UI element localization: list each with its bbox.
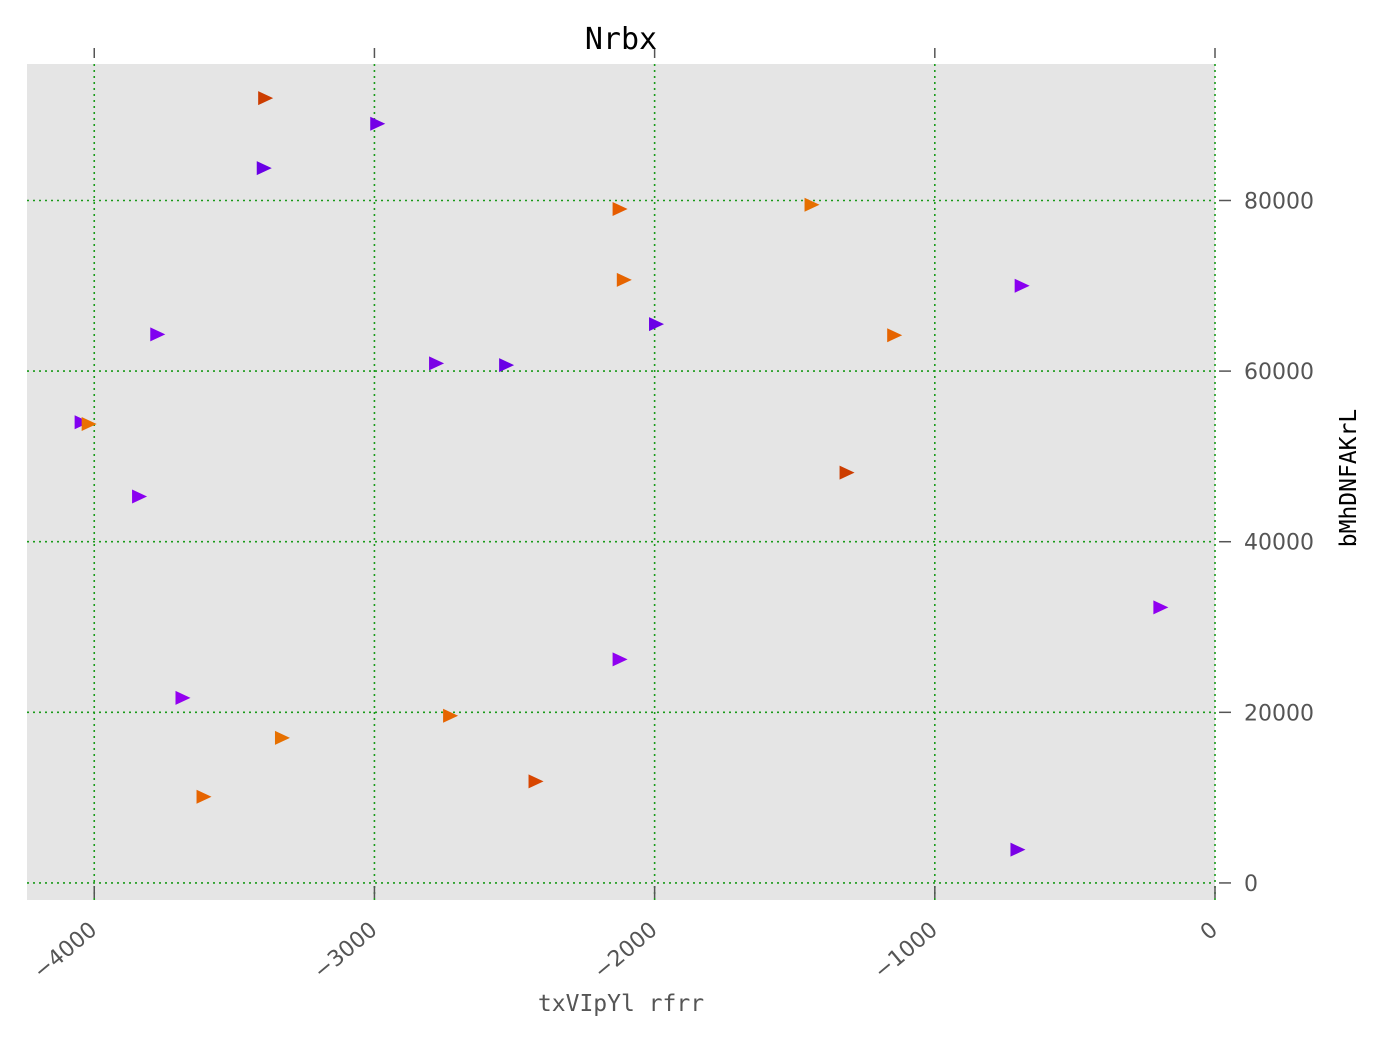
y-axis-label: bMhDNFAKrL (1336, 409, 1362, 547)
data-point (612, 202, 628, 217)
data-point (274, 730, 290, 745)
x-tick-label: −3000 (309, 917, 382, 984)
x-tick-label: 0 (1196, 917, 1223, 945)
data-point (499, 358, 515, 373)
x-tick-label: −2000 (589, 917, 662, 984)
grid (27, 64, 1216, 900)
y-tick-label: 0 (1244, 872, 1258, 897)
data-point (1153, 600, 1169, 615)
plot-area (27, 64, 1215, 900)
data-point (175, 690, 191, 705)
data-point (616, 272, 632, 287)
data-point (429, 356, 445, 371)
x-axis-label: txVIpYl rfrr (538, 991, 704, 1017)
y-tick-label: 40000 (1244, 531, 1314, 556)
data-point (370, 116, 386, 131)
data-point (528, 774, 544, 789)
data-point (443, 708, 459, 723)
data-point (150, 327, 166, 342)
data-point (612, 652, 628, 667)
chart-title: Nrbx (585, 22, 657, 57)
data-point (81, 416, 97, 431)
y-tick-label: 80000 (1244, 189, 1314, 214)
data-point (1014, 278, 1030, 293)
y-tick-label: 20000 (1244, 701, 1314, 726)
data-point (196, 789, 212, 804)
data-point (258, 91, 274, 106)
y-tick-label: 60000 (1244, 360, 1314, 385)
x-tick-label: −4000 (29, 917, 102, 984)
data-point (887, 328, 903, 343)
data-points (74, 91, 1169, 857)
data-point (1010, 842, 1026, 857)
x-tick-label: −1000 (870, 917, 943, 984)
data-point (649, 317, 665, 332)
data-point (256, 161, 272, 176)
data-point (132, 489, 148, 504)
data-point (804, 197, 820, 212)
data-point (839, 465, 855, 480)
